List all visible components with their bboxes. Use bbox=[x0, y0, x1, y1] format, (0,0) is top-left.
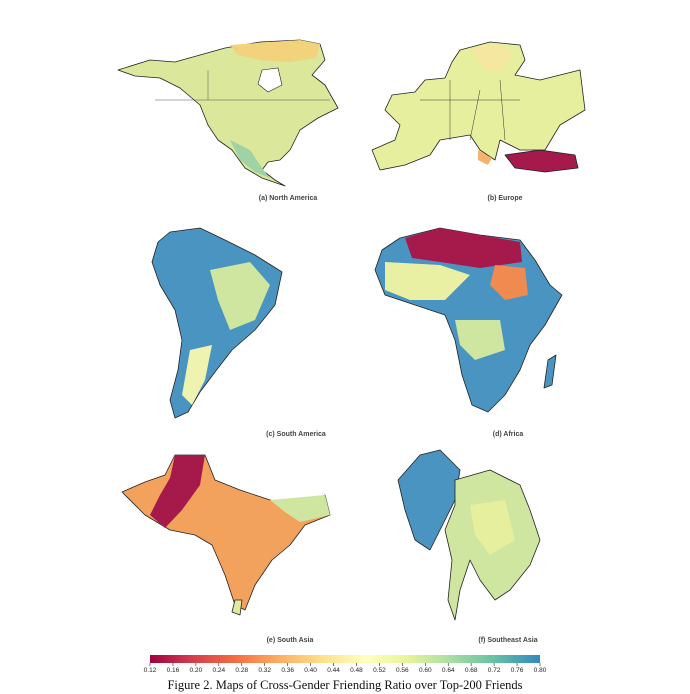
colorbar-gradient bbox=[150, 655, 540, 663]
colorbar-tick-label: 0.64 bbox=[442, 667, 455, 674]
figure-caption: Figure 2. Maps of Cross-Gender Friending… bbox=[167, 678, 522, 692]
colorbar-tick-label: 0.48 bbox=[350, 667, 363, 674]
colorbar-tick-label: 0.56 bbox=[396, 667, 409, 674]
map-south-america bbox=[151, 227, 283, 419]
panel-caption: (d) Africa bbox=[493, 431, 524, 438]
colorbar-tick-label: 0.16 bbox=[167, 667, 180, 674]
panel-caption: (f) Southeast Asia bbox=[478, 637, 537, 644]
colorbar-tick-label: 0.32 bbox=[258, 667, 271, 674]
colorbar-tick-label: 0.28 bbox=[235, 667, 248, 674]
colorbar-tick-label: 0.72 bbox=[488, 667, 501, 674]
colorbar-tick-label: 0.80 bbox=[534, 667, 547, 674]
panel-caption: (e) South Asia bbox=[267, 637, 314, 644]
colorbar-tick-label: 0.40 bbox=[304, 667, 317, 674]
colorbar-tick-label: 0.44 bbox=[327, 667, 340, 674]
colorbar: 0.12 0.16 0.20 0.24 0.28 0.32 0.36 0.40 0.44 0.48… bbox=[144, 655, 547, 674]
map-north-america bbox=[117, 39, 339, 187]
colorbar-tick-label: 0.68 bbox=[465, 667, 478, 674]
panel-caption: (c) South America bbox=[266, 431, 326, 438]
colorbar-tick-label: 0.60 bbox=[419, 667, 432, 674]
panel-caption: (b) Europe bbox=[488, 195, 523, 202]
map-southeast-asia bbox=[397, 449, 541, 621]
colorbar-tick-label: 0.76 bbox=[511, 667, 524, 674]
colorbar-tick-label: 0.12 bbox=[144, 667, 157, 674]
panel-caption: (a) North America bbox=[259, 195, 318, 202]
map-south-asia bbox=[121, 454, 331, 616]
map-africa bbox=[374, 227, 563, 413]
colorbar-tick-label: 0.20 bbox=[190, 667, 203, 674]
colorbar-tick-label: 0.36 bbox=[281, 667, 294, 674]
colorbar-tick-label: 0.24 bbox=[212, 667, 225, 674]
colorbar-tick-label: 0.52 bbox=[373, 667, 386, 674]
map-europe bbox=[371, 41, 586, 173]
